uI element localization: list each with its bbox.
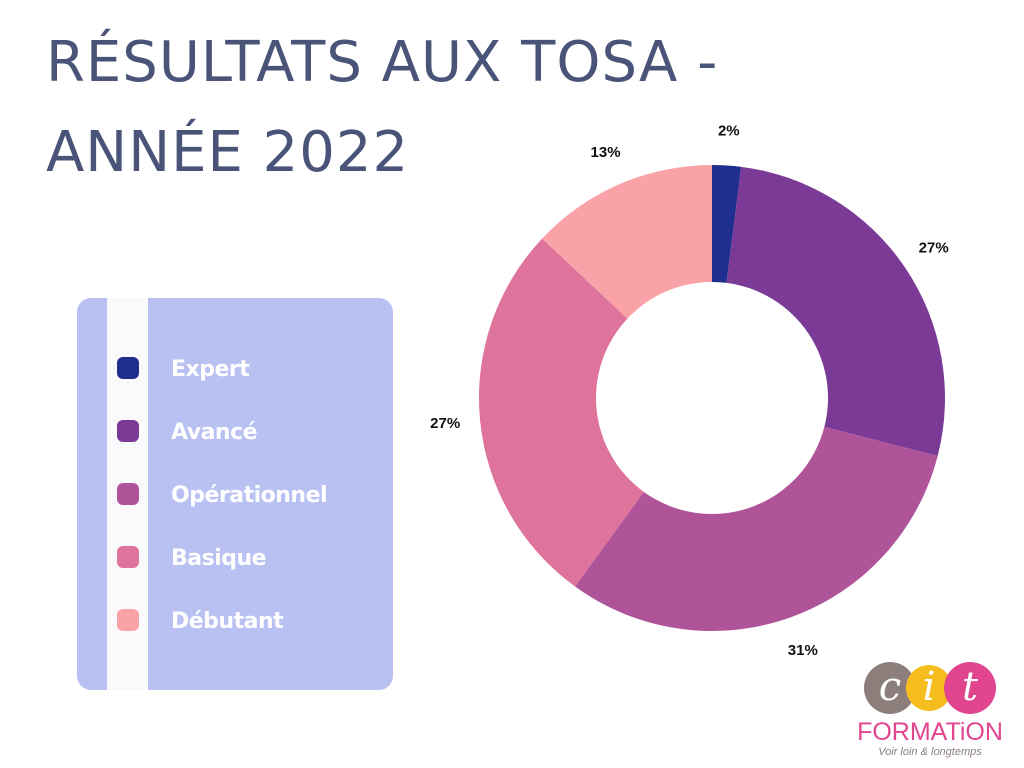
logo-circle [906,665,952,711]
value-label: 31% [788,642,818,659]
legend-swatch [117,609,139,631]
logo-circle [864,662,916,714]
value-label: 2% [718,123,740,140]
value-label: 13% [591,144,621,161]
donut-slice [712,165,742,283]
value-label: 27% [919,239,949,256]
value-label: 27% [430,415,460,432]
donut-slice [479,238,644,587]
logo-letter: t [962,664,979,710]
legend-label: Expert [171,357,250,382]
chart-title: RÉSULTATS AUX TOSA - ANNÉE 2022 [46,30,719,185]
legend-label: Débutant [171,609,284,634]
legend-panel [77,298,393,690]
legend-swatch [117,357,139,379]
donut-slice [542,165,712,319]
legend-label: Opérationnel [171,483,327,508]
logo-letter: i [923,664,936,710]
legend-swatch [117,483,139,505]
legend-label: Avancé [171,420,257,445]
logo-circle [944,662,996,714]
donut-slice [575,426,938,632]
logo-letter: c [879,664,901,710]
legend-swatch [117,546,139,568]
legend-label: Basique [171,546,266,571]
donut-slice [726,166,945,456]
logo: c i t FORMATiON Voir loin & longtemps [857,662,1003,758]
legend-swatch [117,420,139,442]
logo-tagline: Voir loin & longtemps [878,746,982,758]
logo-name: FORMATiON [857,718,1003,746]
